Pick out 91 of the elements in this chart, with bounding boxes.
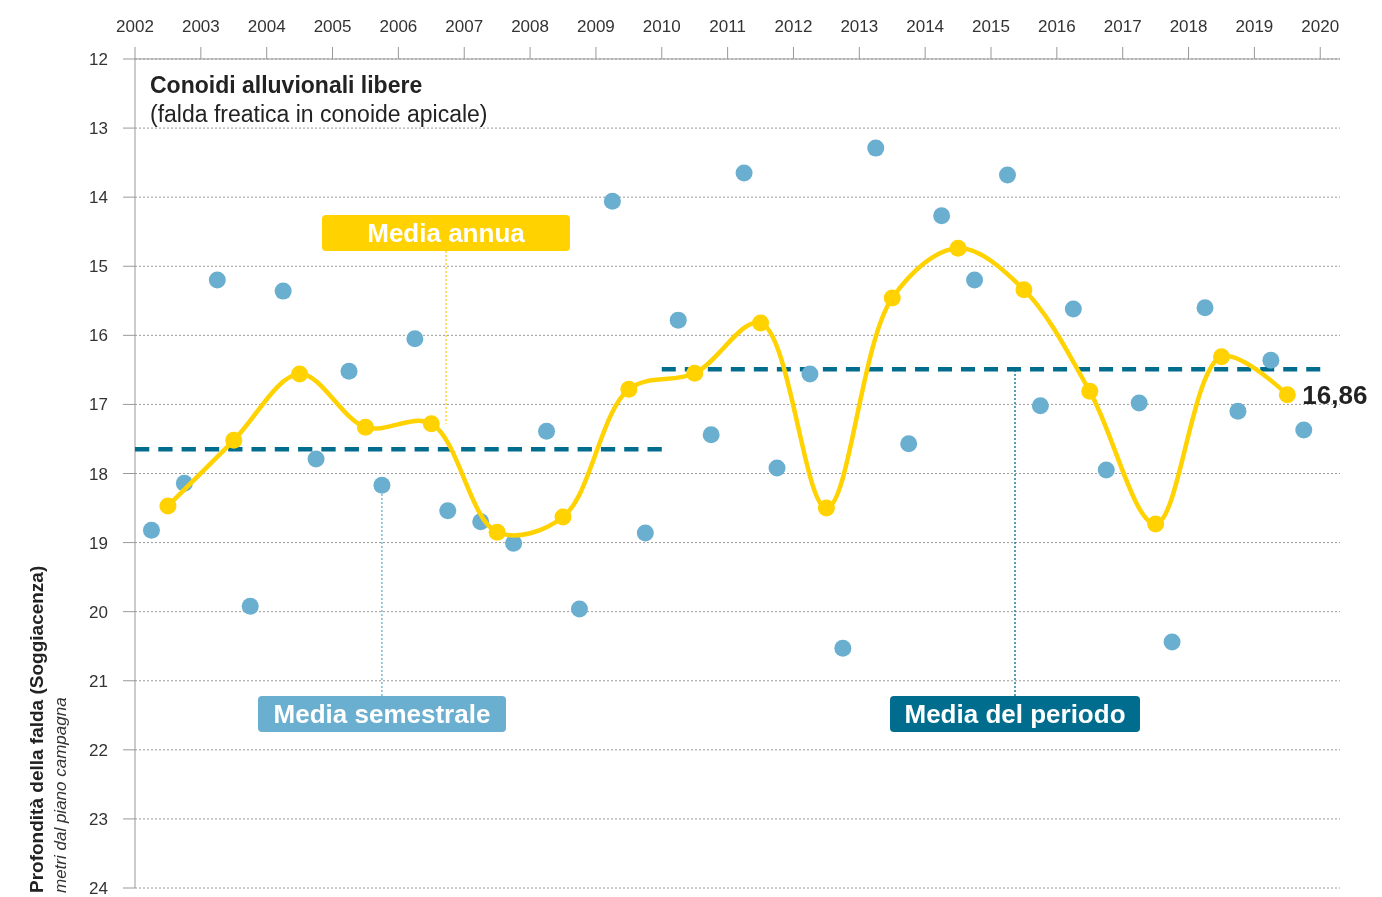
y-tick-label: 18 [89, 464, 108, 484]
point [1212, 348, 1230, 366]
point [801, 365, 819, 383]
point [1015, 281, 1033, 299]
point [1147, 515, 1165, 533]
point [867, 139, 885, 157]
point [142, 521, 160, 539]
point [669, 311, 687, 329]
point [570, 600, 588, 618]
point [686, 364, 704, 382]
x-tick-label: 2002 [116, 17, 154, 36]
point [439, 502, 457, 520]
point [1031, 397, 1049, 415]
x-tick-label: 2008 [511, 17, 549, 36]
point [735, 164, 753, 182]
point [488, 523, 506, 541]
point [949, 239, 967, 257]
x-tick-label: 2004 [247, 17, 286, 36]
x-tick-label: 2015 [972, 17, 1010, 36]
text: (falda freatica in conoide apicale) [150, 101, 488, 127]
point [1262, 351, 1280, 369]
text: metri dal piano campagna [51, 697, 70, 893]
point [406, 330, 424, 348]
point [636, 524, 654, 542]
y-tick-label: 15 [89, 257, 108, 277]
y-tick-label: 17 [89, 395, 108, 415]
point [1229, 402, 1247, 420]
y-axis-title: Profondità della falda (Soggiacenza) [26, 565, 47, 893]
point [883, 289, 901, 307]
y-tick-label: 19 [89, 533, 108, 553]
point [817, 499, 835, 517]
point [225, 431, 243, 449]
point [373, 476, 391, 494]
x-tick-label: 2014 [906, 17, 945, 36]
point [554, 508, 572, 526]
x-tick-label: 2011 [709, 17, 746, 36]
x-tick-label: 2017 [1103, 17, 1142, 36]
y-tick-label: 14 [89, 188, 108, 208]
point [274, 282, 292, 300]
x-tick-label: 2018 [1169, 17, 1208, 36]
y-tick-label: 21 [89, 671, 108, 691]
point [291, 365, 309, 383]
point [422, 415, 440, 433]
x-tick-label: 2020 [1301, 17, 1340, 36]
text: Media del periodo [904, 699, 1126, 729]
point [1130, 394, 1148, 412]
point [752, 314, 770, 332]
point [900, 435, 918, 453]
point [998, 166, 1016, 184]
point [307, 450, 325, 468]
y-tick-label: 22 [89, 740, 108, 760]
point [603, 192, 621, 210]
point [1295, 421, 1313, 439]
y-tick-label: 16 [89, 326, 108, 346]
x-tick-label: 2016 [1037, 17, 1076, 36]
x-tick-label: 2007 [445, 17, 484, 36]
x-tick-label: 2005 [313, 17, 352, 36]
point [1081, 382, 1099, 400]
x-tick-label: 2003 [181, 17, 220, 36]
y-tick-label: 23 [89, 809, 108, 829]
point [620, 380, 638, 398]
y-tick-label: 20 [89, 602, 108, 622]
point [1196, 299, 1214, 317]
point [768, 459, 786, 477]
point [1163, 633, 1181, 651]
point [356, 418, 374, 436]
x-tick-label: 2013 [840, 17, 879, 36]
x-tick-label: 2012 [774, 17, 813, 36]
y-tick-label: 12 [89, 50, 108, 69]
text: Conoidi alluvionali libere [150, 72, 423, 98]
point [702, 426, 720, 444]
text: Media annua [367, 218, 526, 248]
point [966, 271, 984, 289]
point [538, 422, 556, 440]
data-label: 16,86 [1302, 379, 1368, 410]
point [1278, 386, 1296, 404]
point [241, 597, 259, 615]
x-tick-label: 2019 [1235, 17, 1274, 36]
x-tick-label: 2010 [642, 17, 681, 36]
text: Media semestrale [273, 699, 491, 729]
y-tick-label: 13 [89, 119, 108, 139]
point [1064, 300, 1082, 318]
point [933, 207, 951, 225]
point [159, 497, 177, 515]
point [208, 271, 226, 289]
y-tick-label: 24 [89, 879, 108, 897]
point [340, 362, 358, 380]
point [1097, 461, 1115, 479]
point [834, 639, 852, 657]
x-tick-label: 2006 [379, 17, 418, 36]
x-tick-label: 2009 [577, 17, 615, 36]
